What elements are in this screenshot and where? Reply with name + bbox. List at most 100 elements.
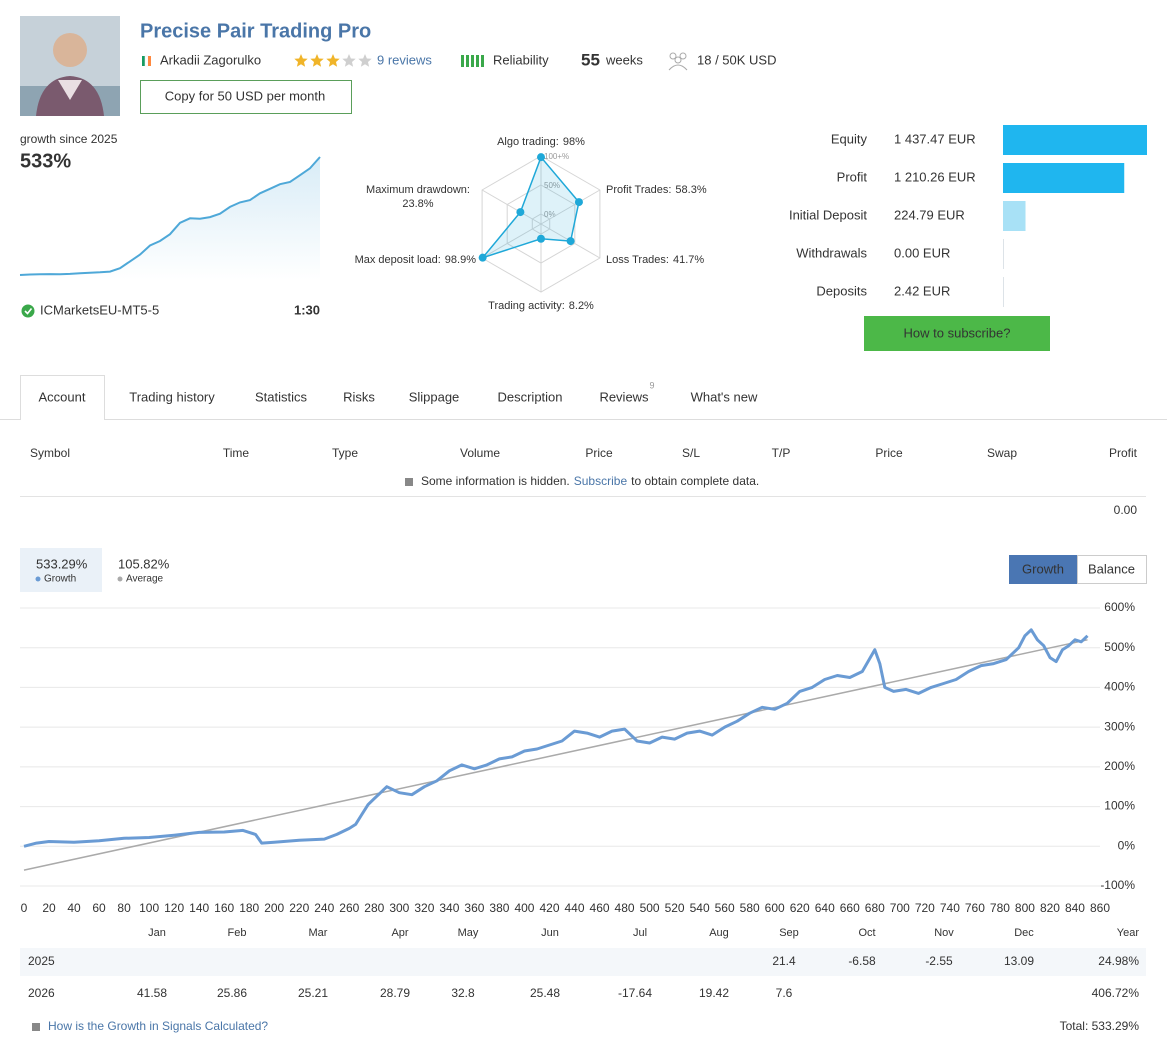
subscribe-button[interactable] (864, 316, 1050, 351)
x-tick-label: 320 (414, 901, 434, 915)
tab[interactable]: Description (497, 389, 562, 404)
rating-star (310, 54, 324, 67)
month-value: 7.6 (776, 986, 793, 1000)
help-link[interactable]: How is the Growth in Signals Calculated? (48, 1019, 268, 1033)
balance-label: Equity (831, 131, 868, 146)
radar-tick-label: 100+% (544, 152, 569, 161)
growth-line (23, 628, 1089, 848)
tab[interactable]: What's new (691, 389, 758, 404)
balance-value: 1 437.47 EUR (894, 131, 976, 146)
x-tick-label: 200 (264, 901, 284, 915)
month-value: 13.09 (1004, 954, 1034, 968)
legend-dot (117, 576, 123, 582)
x-tick-label: 720 (915, 901, 935, 915)
total-profit: 0.00 (1114, 503, 1138, 517)
radar-label: Max deposit load: 98.9% (355, 254, 477, 266)
chart-toggle[interactable] (1077, 555, 1147, 584)
month-header: Jan (148, 927, 166, 939)
tab[interactable]: Slippage (409, 389, 460, 404)
month-header: Aug (709, 927, 729, 939)
y-tick-label: 400% (1104, 680, 1135, 694)
x-tick-label: 0 (21, 901, 28, 915)
chart-toggle-text[interactable]: Balance (1088, 561, 1135, 576)
month-header: May (458, 927, 479, 939)
radar-point (574, 198, 583, 207)
month-value: 19.42 (699, 986, 729, 1000)
tab[interactable]: Risks (343, 389, 375, 404)
server: ICMarketsEU-MT5-5 (40, 302, 159, 317)
x-tick-label: 680 (865, 901, 885, 915)
radar-label-name: Loss Trades: (606, 254, 669, 266)
copy-button[interactable] (140, 80, 352, 114)
balance-value: 224.79 EUR (894, 207, 965, 222)
verified-check (24, 308, 33, 315)
y-tick-label: 600% (1104, 600, 1135, 614)
chart-toggle-text[interactable]: Growth (1022, 561, 1064, 576)
balance-bar (1003, 125, 1147, 155)
table-header: Swap (987, 446, 1017, 460)
flag (142, 56, 145, 66)
month-header: Oct (858, 927, 875, 939)
tab-badge: 9 (649, 380, 654, 390)
balance-label: Deposits (816, 283, 867, 298)
sparkline (19, 156, 321, 276)
month-header: Mar (309, 927, 328, 939)
balance-bar (1003, 201, 1026, 231)
month-header: Feb (228, 927, 247, 939)
balance-label: Withdrawals (796, 245, 867, 260)
radar-label-name: Max deposit load: (355, 254, 441, 266)
month-value: 21.4 (772, 954, 796, 968)
reviews-link[interactable]: 9 reviews (377, 52, 432, 67)
x-tick-label: 340 (439, 901, 459, 915)
row-bg (20, 948, 1146, 976)
x-tick-label: 460 (590, 901, 610, 915)
notice-link[interactable]: Subscribe (574, 474, 628, 488)
help-icon (32, 1023, 40, 1031)
icon-part (674, 56, 682, 64)
row-total: 24.98% (1098, 954, 1139, 968)
radar-point (537, 153, 545, 162)
x-tick-label: 640 (815, 901, 835, 915)
x-tick-label: 280 (364, 901, 384, 915)
x-tick-label: 60 (92, 901, 106, 915)
x-tick-label: 120 (164, 901, 184, 915)
x-tick-label: 540 (690, 901, 710, 915)
author: Arkadii Zagorulko (160, 52, 261, 67)
tab[interactable]: Trading history (129, 389, 215, 404)
balance-bar (1003, 239, 1004, 269)
y-tick-label: 0% (1118, 838, 1136, 852)
x-tick-label: 160 (214, 901, 234, 915)
reliability-bar (476, 55, 479, 67)
radar-label-value: 41.7% (673, 254, 704, 266)
radar-label: Trading activity: 8.2% (488, 300, 594, 312)
radar-label: Profit Trades: 58.3% (606, 184, 707, 196)
weeks: weeks (605, 52, 643, 67)
weeks-value: 55 (581, 50, 600, 69)
row-year: 2026 (28, 986, 55, 1000)
x-tick-label: 620 (790, 901, 810, 915)
subscribe-button-text[interactable]: How to subscribe? (904, 325, 1011, 340)
y-tick-label: 100% (1104, 799, 1135, 813)
x-tick-label: 820 (1040, 901, 1060, 915)
title: Precise Pair Trading Pro (140, 20, 371, 42)
x-tick-label: 660 (840, 901, 860, 915)
sparkline-area (20, 157, 320, 280)
x-tick-label: 800 (1015, 901, 1035, 915)
tab[interactable]: Reviews (599, 389, 649, 404)
legend-active (20, 548, 102, 592)
tab[interactable]: Account (39, 389, 86, 404)
month-value: -6.58 (848, 954, 876, 968)
subscribers: 18 / 50K USD (697, 52, 777, 67)
month-value: 25.48 (530, 986, 560, 1000)
copy-button-text[interactable]: Copy for 50 USD per month (165, 88, 325, 103)
radar-spoke (481, 223, 542, 259)
chart-toggle[interactable] (1009, 555, 1078, 584)
month-header: Sep (779, 927, 799, 939)
table-header: Price (875, 446, 903, 460)
reliability-bar (466, 55, 469, 67)
growth-label: growth since 2025 (20, 132, 118, 146)
radar-label: Algo trading: 98% (497, 136, 585, 148)
radar-point (516, 208, 525, 217)
tab[interactable]: Statistics (255, 389, 308, 404)
